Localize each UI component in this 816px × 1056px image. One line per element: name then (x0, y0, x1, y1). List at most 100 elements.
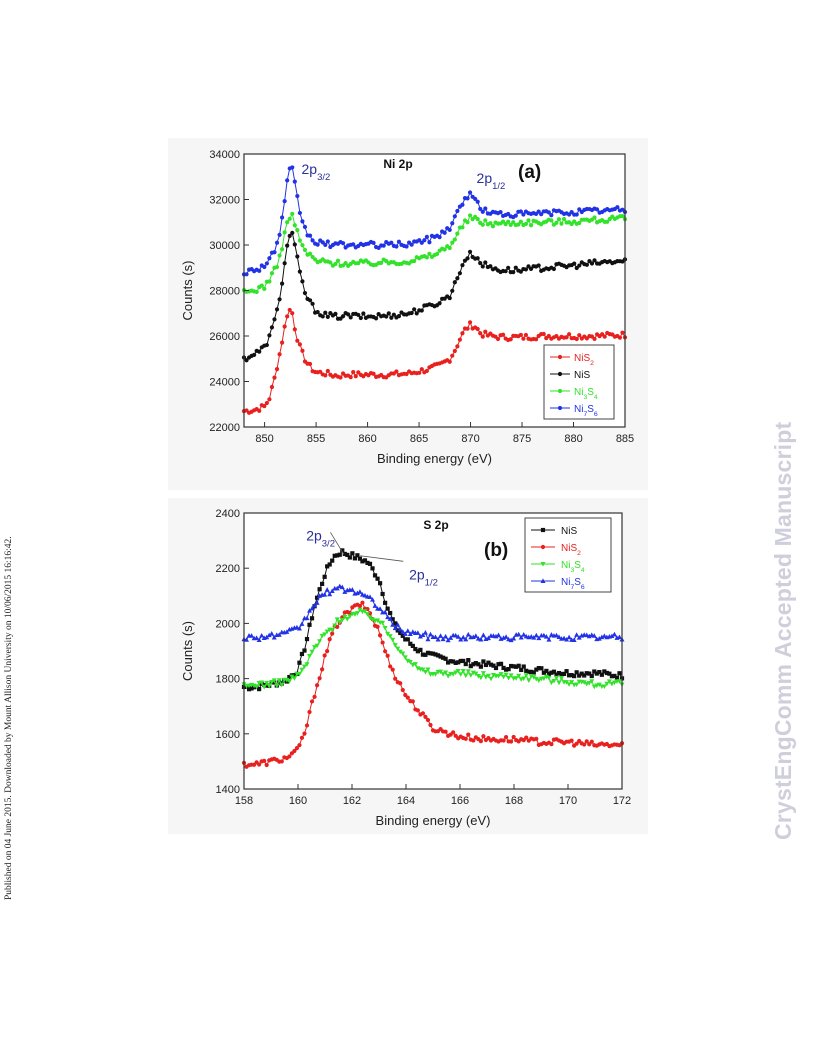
legend-entry: NiS2 (561, 543, 581, 557)
data-point (509, 663, 514, 669)
data-point (287, 754, 292, 759)
x-tick-label: 170 (559, 795, 577, 807)
data-point (516, 631, 522, 637)
data-point (498, 661, 504, 666)
data-point (503, 672, 509, 678)
figure-a: 850 855 860 865 870 875 880 885 22000 24000 26000 2… (168, 138, 648, 490)
data-point (553, 632, 559, 638)
data-point (582, 673, 587, 678)
data-point (400, 651, 406, 657)
data-point (424, 234, 429, 239)
data-point (448, 659, 453, 664)
data-point (290, 311, 295, 316)
data-point (584, 739, 589, 744)
data-point (417, 633, 423, 639)
data-point (367, 615, 373, 621)
data-point (269, 631, 275, 636)
data-point (434, 251, 440, 257)
data-point (277, 297, 282, 302)
data-point (455, 634, 461, 639)
series-ni7s6 (241, 583, 625, 643)
data-point (496, 662, 501, 667)
data-point (574, 212, 579, 217)
data-point (351, 370, 356, 375)
data-point (574, 336, 579, 342)
data-point (385, 631, 391, 637)
data-point (400, 633, 405, 638)
data-point (443, 656, 448, 661)
data-point (460, 634, 466, 640)
data-point (471, 738, 476, 743)
data-point (396, 314, 402, 319)
data-point (301, 664, 307, 670)
data-point (518, 269, 523, 274)
data-point (425, 650, 431, 655)
data-point (414, 311, 419, 316)
data-point (521, 212, 526, 217)
data-point (277, 352, 282, 357)
data-point (564, 680, 570, 685)
data-point (385, 614, 391, 620)
data-point (465, 196, 470, 201)
data-point (272, 375, 277, 380)
data-point (611, 680, 617, 686)
data-point (442, 230, 447, 235)
x-tick-label: 164 (397, 795, 415, 807)
data-point (440, 636, 446, 642)
data-point (524, 668, 529, 673)
x-tick-label: 870 (461, 433, 479, 445)
data-point (448, 635, 454, 640)
data-point (465, 220, 470, 225)
data-point (581, 680, 587, 685)
data-point (290, 211, 295, 216)
data-point (599, 634, 605, 640)
data-point (407, 660, 413, 665)
data-point (257, 762, 262, 767)
data-point (521, 336, 526, 341)
data-point (257, 687, 262, 692)
x-tick-label: 162 (343, 795, 361, 807)
data-point (346, 312, 351, 317)
data-point (333, 311, 338, 316)
data-point (300, 348, 305, 353)
data-point (424, 255, 429, 260)
arrow-line (360, 555, 404, 562)
data-point (452, 237, 457, 242)
data-point (325, 649, 330, 654)
data-point (353, 374, 358, 379)
data-point (468, 664, 473, 669)
data-point (531, 670, 536, 675)
legend-marker (540, 527, 546, 533)
data-point (377, 581, 383, 586)
data-point (597, 669, 602, 675)
data-point (269, 325, 275, 330)
data-point (553, 675, 559, 681)
data-point (362, 609, 368, 614)
x-tick-label: 168 (505, 795, 523, 807)
data-point (267, 279, 272, 284)
data-point (422, 630, 428, 635)
data-point (516, 663, 521, 668)
data-point (337, 552, 342, 557)
data-point (323, 373, 328, 378)
y-tick-label: 1400 (216, 784, 240, 796)
data-point (259, 680, 265, 686)
data-point (554, 220, 559, 225)
x-tick-label: 860 (358, 433, 376, 445)
data-point (609, 681, 615, 687)
x-tick-label: 875 (513, 433, 531, 445)
data-point (500, 332, 506, 337)
data-point (279, 682, 285, 688)
data-point (428, 722, 433, 728)
data-point (334, 585, 340, 591)
data-point (407, 631, 413, 637)
data-point (333, 261, 338, 267)
data-point (498, 672, 504, 677)
data-point (269, 679, 275, 685)
data-point (447, 359, 452, 364)
data-point (485, 635, 491, 641)
data-point (285, 178, 290, 183)
data-point (467, 190, 473, 195)
y-tick-label: 1800 (216, 674, 240, 686)
data-point (579, 671, 584, 676)
